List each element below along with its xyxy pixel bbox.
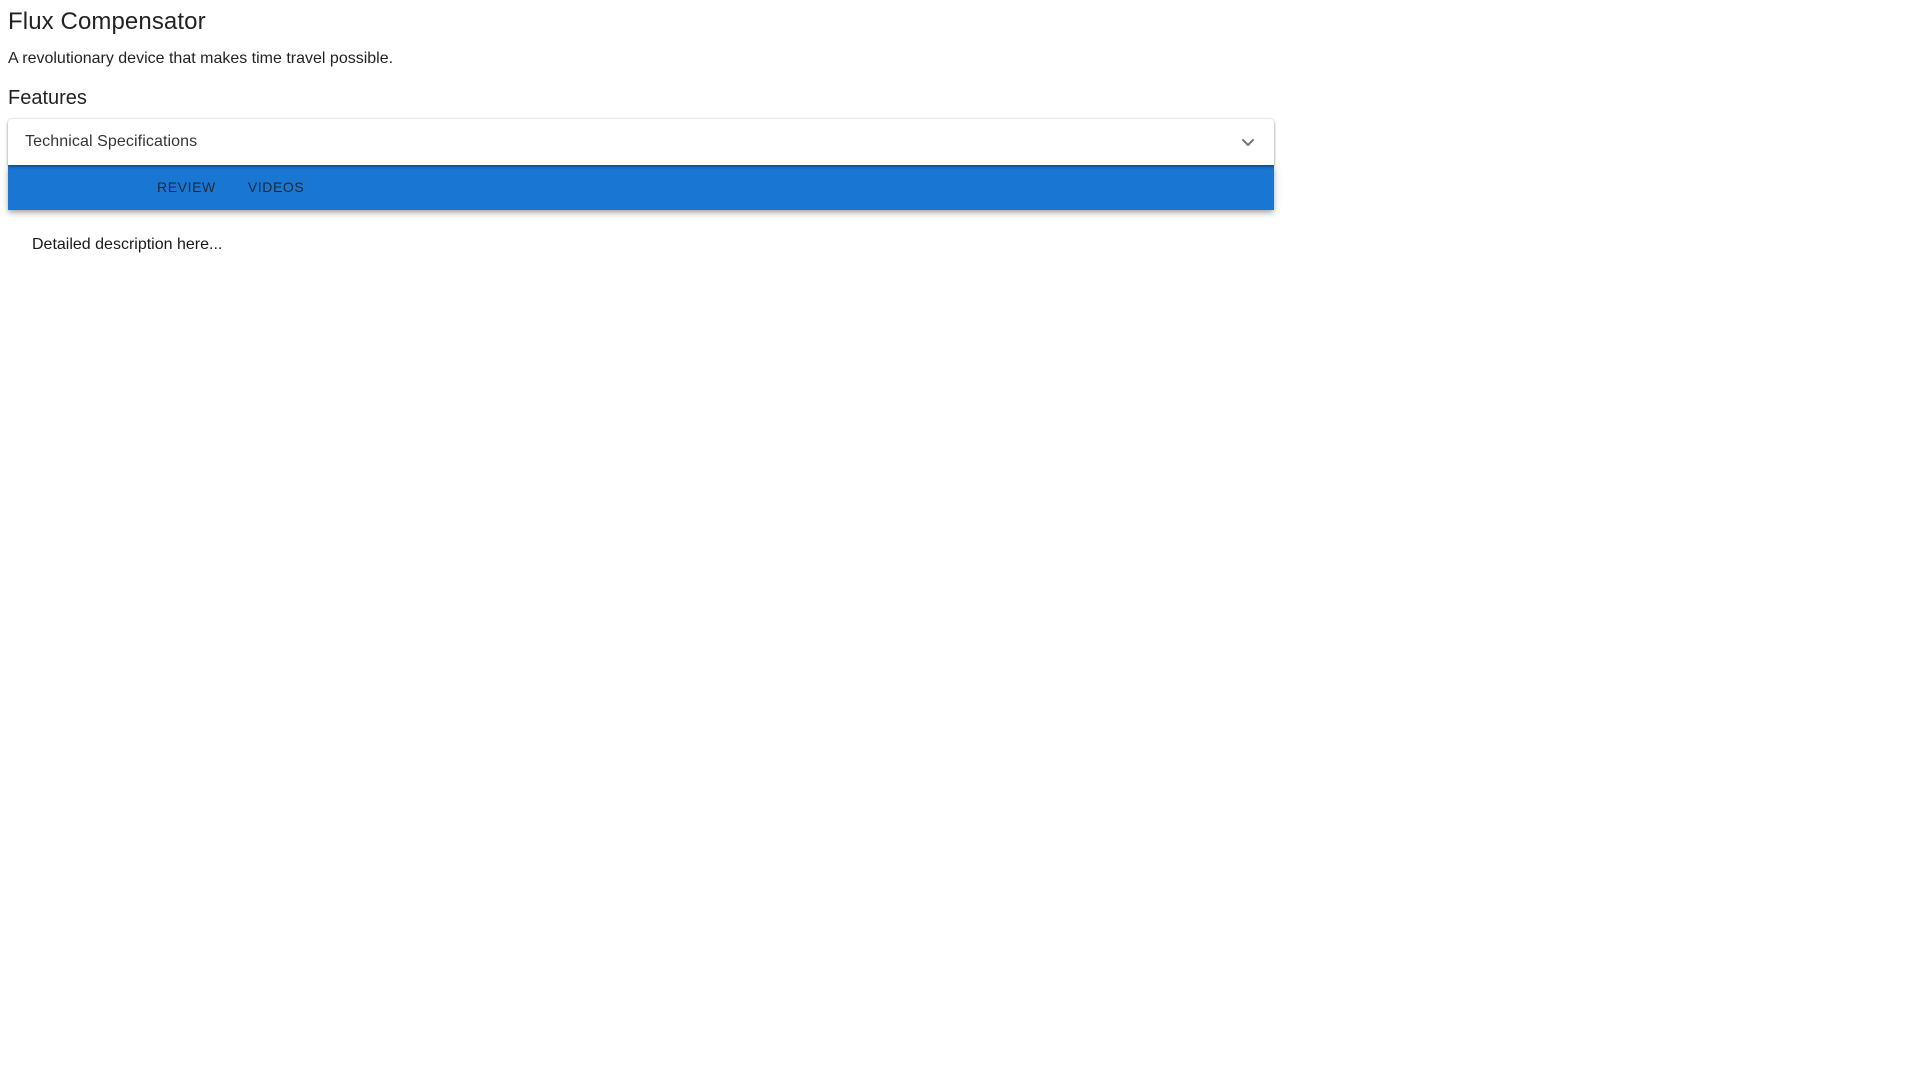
tab-videos[interactable]: VIDEOS: [232, 165, 321, 210]
product-panel: Technical Specifications REVIEW VIDEOS: [8, 118, 1274, 210]
accordion-technical-specifications[interactable]: Technical Specifications: [8, 118, 1274, 165]
page-subtitle: A revolutionary device that makes time t…: [8, 49, 394, 67]
features-heading: Features: [8, 86, 87, 109]
tabs-bar: REVIEW VIDEOS: [8, 164, 1274, 210]
page-title: Flux Compensator: [8, 8, 206, 35]
tab-panel-description: Detailed description here...: [32, 235, 223, 253]
accordion-label: Technical Specifications: [25, 132, 198, 150]
tab-panel: Detailed description here...: [8, 210, 1920, 280]
tab-review[interactable]: REVIEW: [141, 165, 232, 210]
chevron-down-icon: [1236, 130, 1260, 154]
tabs-left-spacer: [8, 165, 141, 210]
